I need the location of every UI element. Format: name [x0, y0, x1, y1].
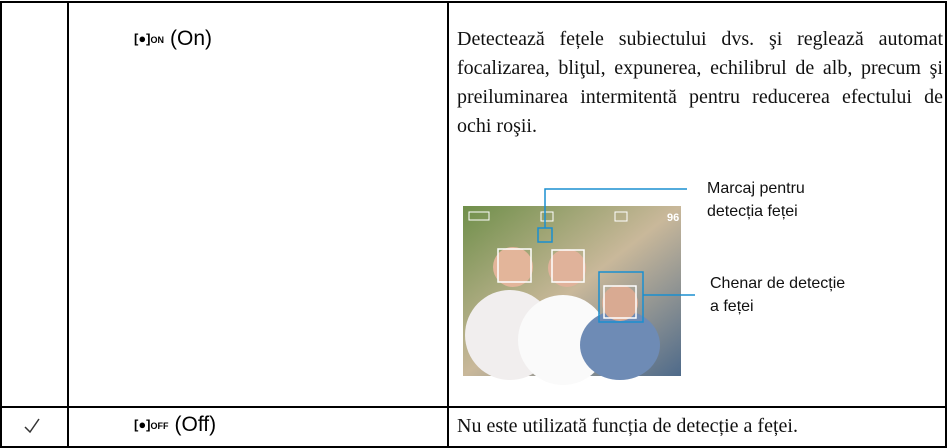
callout-label: Chenar de detecție a feței [710, 272, 845, 318]
callout-box [598, 271, 644, 323]
status-icon [540, 211, 554, 222]
border [0, 1, 947, 3]
border [945, 1, 947, 448]
mode-on: [●]ON (On) [134, 27, 212, 51]
face-frame [497, 248, 532, 283]
description: Nu este utilizată funcția de detecție a … [457, 415, 798, 437]
photo [580, 310, 660, 380]
mode-off: [●]OFF (Off) [134, 413, 216, 437]
callout-label: Marcaj pentru detecția feței [707, 177, 805, 223]
callout-text: Chenar de detecție [710, 275, 846, 292]
border [67, 1, 69, 448]
callout-text: a feței [710, 298, 754, 315]
figure: 96 [463, 188, 695, 385]
mode-label: (Off) [174, 413, 217, 436]
icon-sub: OFF [150, 420, 169, 431]
status-icon [614, 211, 628, 222]
border [447, 1, 449, 448]
mode-label: (On) [170, 27, 213, 50]
border [0, 406, 947, 408]
callout-text: detecția feței [707, 203, 798, 220]
battery-icon [468, 211, 490, 221]
check-icon [24, 418, 40, 434]
border [0, 1, 2, 448]
face-frame [551, 249, 585, 283]
callout-text: Marcaj pentru [707, 180, 805, 197]
shot-count: 96 [667, 212, 679, 224]
photo [548, 249, 586, 287]
face-icon: [●]OFF [134, 416, 169, 432]
description: Detectează fețele subiectului dvs. şi re… [457, 28, 943, 137]
icon-sub: ON [150, 34, 165, 45]
face-icon: [●]ON [134, 30, 165, 46]
border [0, 446, 947, 448]
callout-line [544, 188, 687, 228]
face-frame [603, 285, 637, 319]
photo [493, 247, 533, 287]
photo [602, 285, 638, 321]
